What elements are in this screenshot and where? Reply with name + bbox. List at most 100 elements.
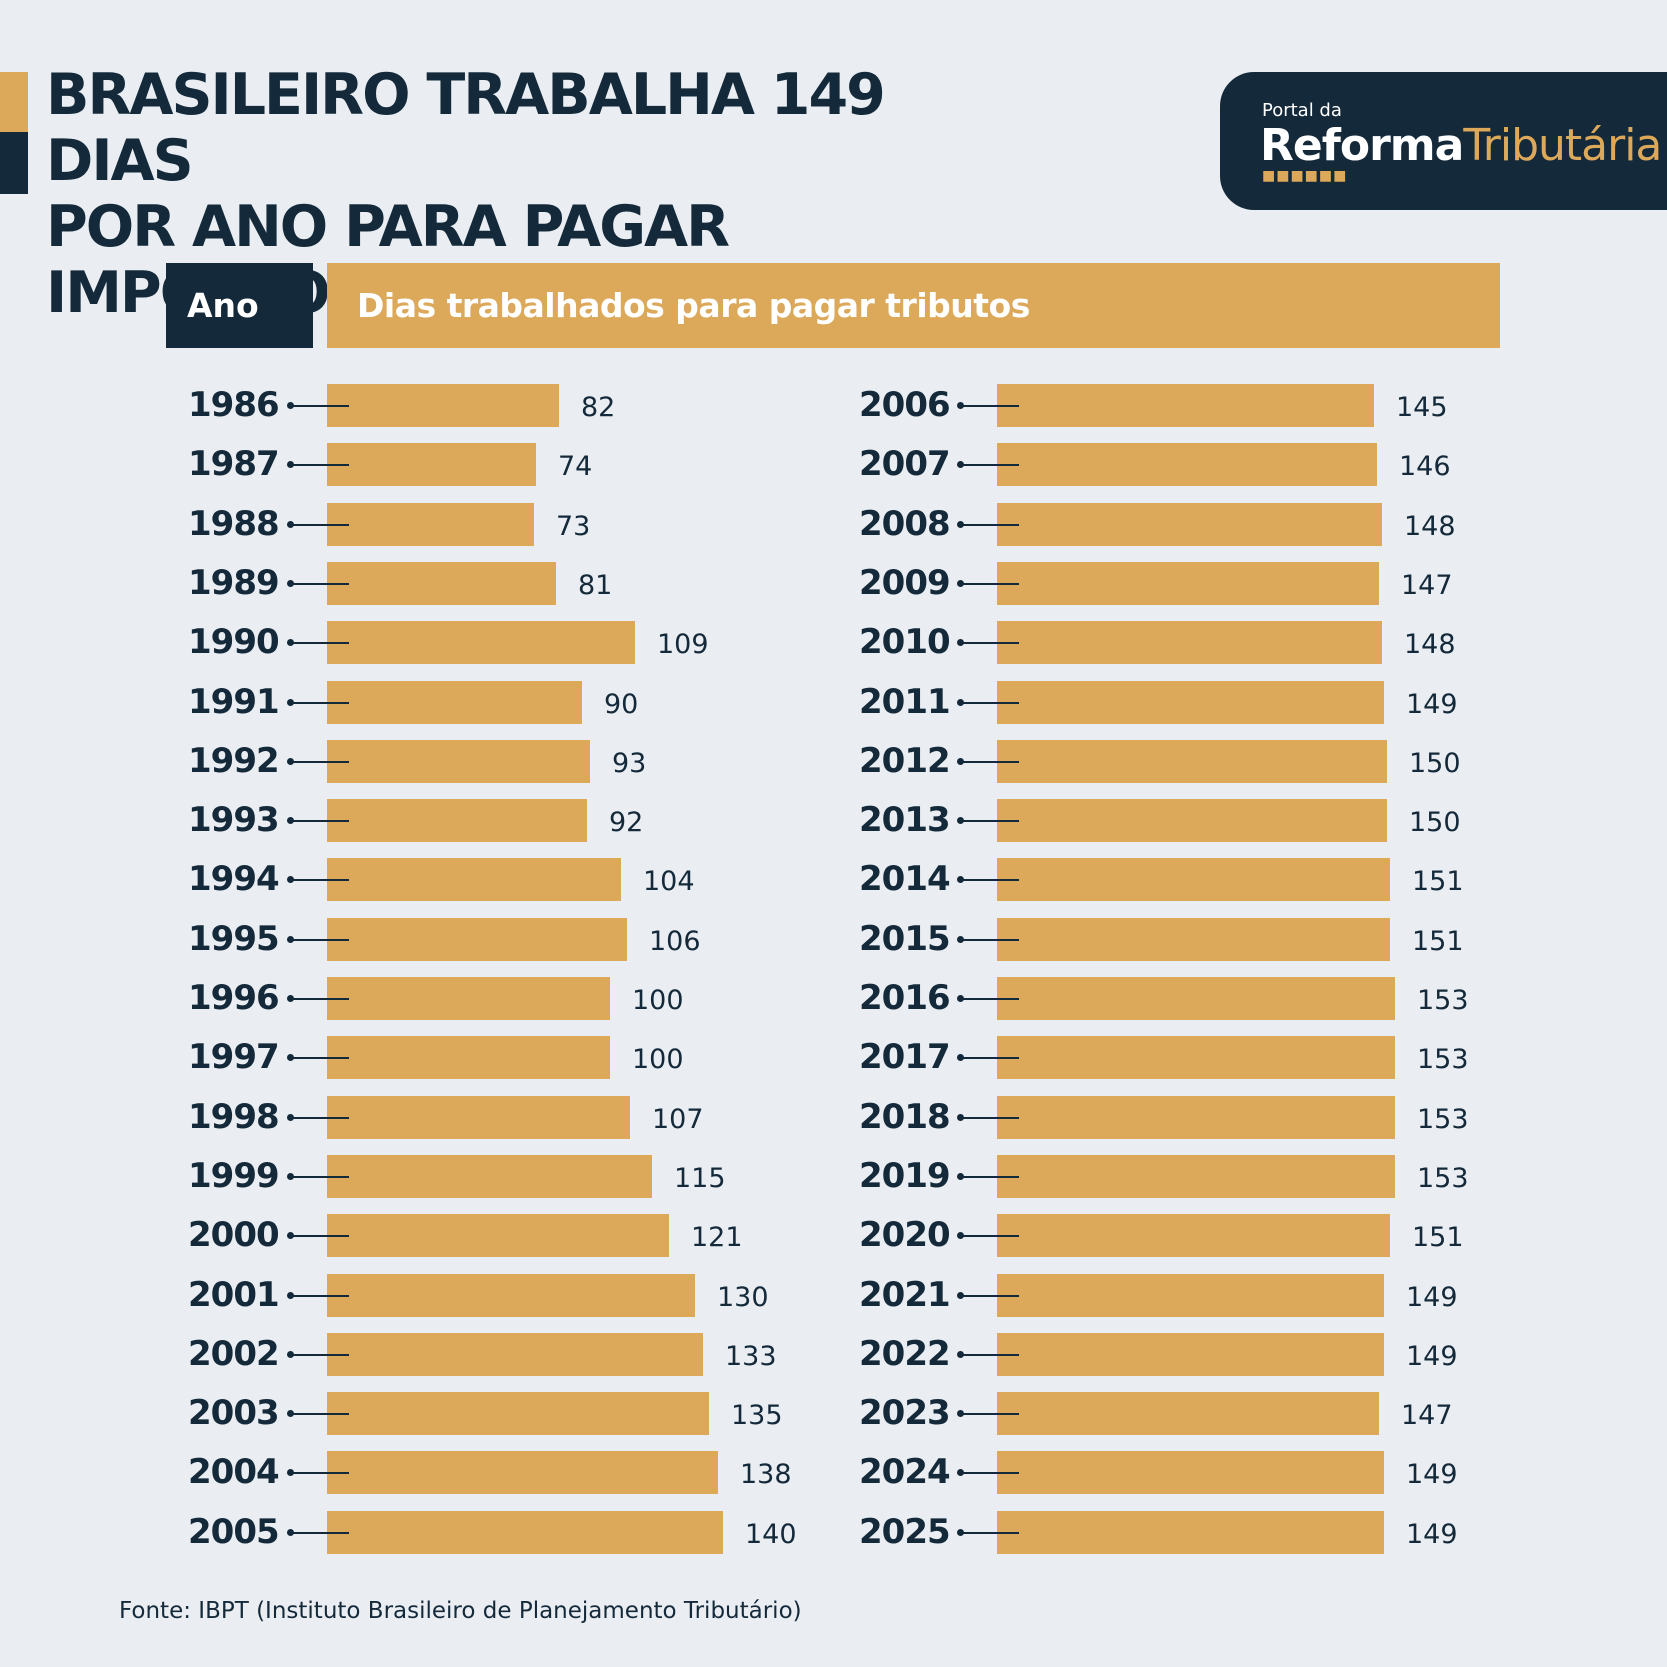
value-label: 81 <box>578 570 613 601</box>
bar-row-2003: 2003 135 <box>188 1392 888 1435</box>
year-label: 1990 <box>188 622 280 662</box>
value-label: 82 <box>581 392 616 423</box>
connector-line <box>961 405 1019 407</box>
connector-dot <box>287 639 294 646</box>
connector-line <box>291 405 349 407</box>
connector-line <box>291 1532 349 1534</box>
connector-dot <box>957 1173 964 1180</box>
connector-dot <box>957 1114 964 1121</box>
connector-line <box>961 820 1019 822</box>
value-label: 150 <box>1409 807 1461 838</box>
connector-line <box>961 1057 1019 1059</box>
value-label: 145 <box>1396 392 1448 423</box>
year-label: 1987 <box>188 444 280 484</box>
bar <box>327 1511 723 1554</box>
value-label: 148 <box>1404 511 1456 542</box>
bar <box>327 1155 652 1198</box>
connector-dot <box>287 876 294 883</box>
value-label: 100 <box>632 1044 684 1075</box>
connector-line <box>961 998 1019 1000</box>
connector-line <box>961 1413 1019 1415</box>
bar <box>997 858 1390 901</box>
connector-dot <box>287 1114 294 1121</box>
bar-row-2022: 2022 149 <box>859 1333 1559 1376</box>
year-label: 2002 <box>188 1334 280 1374</box>
connector-line <box>291 702 349 704</box>
bar-row-1991: 1991 90 <box>188 681 888 724</box>
connector-dot <box>957 1292 964 1299</box>
connector-line <box>291 583 349 585</box>
connector-dot <box>957 758 964 765</box>
year-label: 2013 <box>859 800 951 840</box>
bar-row-1992: 1992 93 <box>188 740 888 783</box>
year-label: 2025 <box>859 1512 951 1552</box>
connector-dot <box>287 817 294 824</box>
connector-line <box>961 1295 1019 1297</box>
year-label: 2008 <box>859 504 951 544</box>
bar-row-2020: 2020 151 <box>859 1214 1559 1257</box>
connector-dot <box>957 1469 964 1476</box>
bar-row-1995: 1995 106 <box>188 918 888 961</box>
bar <box>327 1036 610 1079</box>
bar <box>327 977 610 1020</box>
value-label: 107 <box>652 1104 704 1135</box>
connector-line <box>291 998 349 1000</box>
value-label: 135 <box>731 1400 783 1431</box>
bar-row-2004: 2004 138 <box>188 1451 888 1494</box>
bar <box>997 1392 1379 1435</box>
bar <box>997 503 1382 546</box>
connector-line <box>291 524 349 526</box>
bar-row-1988: 1988 73 <box>188 503 888 546</box>
bar <box>997 1214 1390 1257</box>
connector-dot <box>287 995 294 1002</box>
bar-row-2023: 2023 147 <box>859 1392 1559 1435</box>
year-label: 1986 <box>188 385 280 425</box>
bar-row-2012: 2012 150 <box>859 740 1559 783</box>
connector-dot <box>287 1469 294 1476</box>
bar <box>997 740 1387 783</box>
connector-line <box>291 464 349 466</box>
year-label: 1993 <box>188 800 280 840</box>
value-label: 149 <box>1406 1341 1458 1372</box>
year-label: 1989 <box>188 563 280 603</box>
bar-row-2017: 2017 153 <box>859 1036 1559 1079</box>
connector-dot <box>287 521 294 528</box>
year-label: 1995 <box>188 919 280 959</box>
year-label: 2012 <box>859 741 951 781</box>
bar-row-1994: 1994 104 <box>188 858 888 901</box>
connector-dot <box>287 461 294 468</box>
value-label: 100 <box>632 985 684 1016</box>
connector-dot <box>957 580 964 587</box>
bar-row-2013: 2013 150 <box>859 799 1559 842</box>
connector-line <box>961 761 1019 763</box>
bar-row-2010: 2010 148 <box>859 621 1559 664</box>
year-label: 2000 <box>188 1215 280 1255</box>
value-label: 92 <box>609 807 644 838</box>
bar-row-2018: 2018 153 <box>859 1096 1559 1139</box>
year-label: 2006 <box>859 385 951 425</box>
connector-dot <box>957 876 964 883</box>
connector-dot <box>287 936 294 943</box>
connector-dot <box>287 1054 294 1061</box>
value-label: 138 <box>740 1459 792 1490</box>
value-label: 90 <box>604 689 639 720</box>
logo-dots-decoration: ■■■■■■ <box>1262 168 1348 184</box>
value-label: 130 <box>717 1282 769 1313</box>
bar-row-1989: 1989 81 <box>188 562 888 605</box>
year-label: 2024 <box>859 1452 951 1492</box>
bar <box>997 1274 1384 1317</box>
connector-line <box>961 1472 1019 1474</box>
connector-line <box>291 1354 349 1356</box>
bar-row-2015: 2015 151 <box>859 918 1559 961</box>
year-label: 1991 <box>188 682 280 722</box>
bar <box>997 799 1387 842</box>
bar <box>327 1096 630 1139</box>
logo-word-reforma: Reforma <box>1260 120 1464 171</box>
connector-line <box>961 642 1019 644</box>
year-label: 1996 <box>188 978 280 1018</box>
year-label: 2017 <box>859 1037 951 1077</box>
value-label: 153 <box>1417 1044 1469 1075</box>
bar <box>997 384 1374 427</box>
connector-dot <box>957 936 964 943</box>
value-label: 140 <box>745 1519 797 1550</box>
